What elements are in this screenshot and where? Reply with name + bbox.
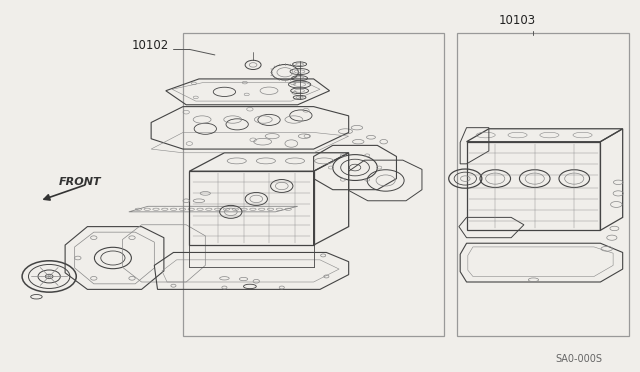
- Text: FRONT: FRONT: [59, 177, 101, 187]
- Bar: [183, 33, 444, 336]
- Bar: [457, 33, 629, 336]
- Text: 10103: 10103: [499, 13, 536, 26]
- Text: SA0-000S: SA0-000S: [556, 355, 603, 365]
- Text: 10102: 10102: [132, 39, 169, 52]
